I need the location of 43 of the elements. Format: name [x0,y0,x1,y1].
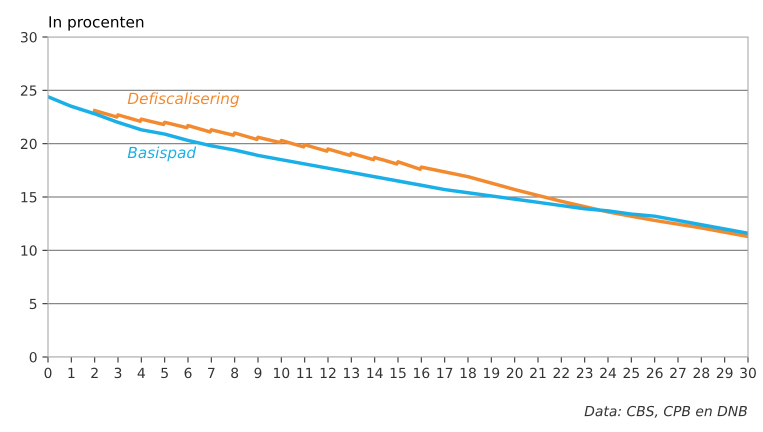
x-tick-label: 10 [274,368,290,378]
x-tick-label: 14 [367,368,383,378]
x-tick-label: 12 [320,368,336,378]
x-tick-label: 0 [44,368,52,378]
x-tick-label: 23 [576,368,592,378]
x-tick-label: 24 [600,368,616,378]
y-tick-label: 10 [21,245,37,256]
series-label: Defiscalisering [128,92,240,108]
y-tick-label: 30 [20,32,37,42]
x-tick-label: 27 [670,368,686,378]
x-tick-label: 8 [231,368,238,378]
line-series [92,108,748,238]
y-tick-label: 15 [21,192,36,202]
x-tick-label: 11 [297,368,312,378]
x-tick-label: 13 [344,368,360,378]
y-axis-title: In procenten [50,16,144,31]
x-tick-label: 22 [554,368,569,378]
series-label: Basispad [128,146,196,162]
x-tick-label: 26 [646,368,663,378]
x-tick-label: 3 [114,368,122,378]
x-tick-label: 1 [68,368,74,378]
x-tick-label: 30 [740,368,756,378]
x-tick-label: 6 [184,368,192,378]
y-tick-label: 20 [20,138,37,150]
y-tick-label: 0 [30,352,37,362]
x-tick-label: 25 [624,368,639,378]
x-tick-label: 21 [530,368,546,378]
x-tick-label: 17 [437,368,452,378]
x-tick-label: 4 [138,368,145,378]
x-tick-label: 29 [716,368,733,378]
x-tick-label: 7 [208,368,215,378]
x-tick-label: 2 [91,368,98,378]
x-tick-label: 15 [390,368,406,378]
y-tick-label: 5 [30,298,36,310]
x-tick-label: 5 [161,368,168,378]
x-tick-label: 28 [694,368,710,378]
x-tick-label: 9 [254,368,262,378]
x-tick-label: 18 [460,368,476,378]
text: Data: CBS, CPB en DNB [584,406,747,418]
x-tick-label: 20 [506,368,523,378]
x-tick-label: 16 [414,368,430,378]
x-tick-label: 19 [484,368,500,378]
y-tick-label: 25 [20,85,36,96]
